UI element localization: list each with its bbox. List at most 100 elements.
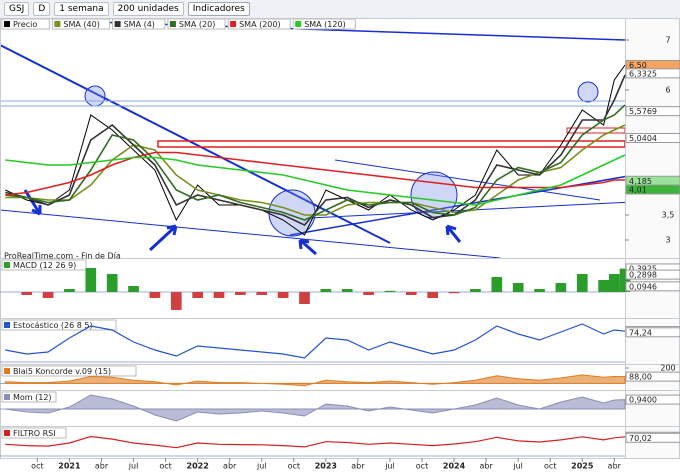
legend-box: [167, 18, 226, 30]
bar: [384, 290, 396, 292]
price-tag-label: 5,0404: [629, 134, 657, 143]
x-tick-label: abr: [223, 462, 237, 471]
price-tag: [625, 269, 680, 280]
panel-title-text: MACD (12 26 9): [13, 261, 76, 270]
panel-title-icon: [4, 322, 10, 328]
y-tick-label: 3,5: [662, 211, 675, 220]
y-tick-label: 3: [665, 236, 670, 245]
panel-title-text: Blai5 Koncorde v.09 (15): [13, 367, 111, 376]
x-tick-label: abr: [608, 462, 622, 471]
panel-frame: [0, 426, 626, 459]
price-axis: [625, 318, 680, 365]
bar: [576, 274, 588, 292]
bar: [106, 274, 118, 292]
trend-line: [334, 159, 601, 201]
legend-swatch: [295, 21, 302, 27]
price-tag-label: 4,185: [629, 177, 652, 186]
y-tick-label: 7: [665, 36, 670, 45]
panel-title: Estocástico (26 8 5): [1, 319, 117, 331]
panel-title-text: Estocástico (26 8 5): [13, 321, 93, 330]
watermark: ProRealTime.com - Fin de Día: [4, 252, 121, 261]
panel-title-icon: [4, 430, 10, 436]
bar: [608, 274, 620, 292]
bar: [299, 292, 310, 304]
arrow: [298, 238, 317, 256]
drawings: [0, 21, 641, 259]
panel-title-box: [1, 319, 117, 331]
legend-box: [51, 18, 111, 30]
price-tag-label: 70,02: [629, 434, 652, 443]
price-tag: [625, 327, 680, 338]
panel-title: MACD (12 26 9): [1, 259, 87, 271]
panel-title-box: [1, 259, 87, 271]
toolbar: GSJ D 1 semana 200 unidades Indicadores: [0, 0, 680, 19]
circle-mark: [577, 81, 599, 103]
series-line: [5, 435, 626, 449]
series-line: [5, 151, 625, 196]
x-tick-label: 2022: [187, 462, 209, 471]
indicators-button[interactable]: Indicadores: [187, 2, 250, 16]
x-tick-label: jul: [384, 462, 395, 471]
mode-button[interactable]: D: [33, 2, 51, 16]
bar: [619, 268, 631, 292]
series-line: [5, 104, 626, 221]
bar: [491, 277, 503, 292]
panel-title-text: FILTRO RSI: [13, 429, 56, 438]
arrow: [445, 224, 462, 243]
legend-label: SMA (4): [124, 20, 155, 29]
series-line: [5, 323, 626, 359]
panel-title-text: Mom (12): [13, 393, 52, 402]
legend-swatch: [230, 21, 237, 27]
price-tag: [625, 394, 680, 405]
zone: [157, 140, 626, 148]
period-select[interactable]: 1 semana: [54, 2, 109, 16]
bar: [341, 289, 353, 292]
legend-box: [1, 18, 50, 30]
price-tag-label: 0,0946: [629, 282, 657, 291]
series-area: [5, 394, 626, 422]
bar: [363, 292, 374, 295]
series-line: [5, 154, 626, 206]
bar: [598, 280, 609, 292]
price-tag: [625, 68, 680, 79]
x-tick-label: 2023: [315, 462, 337, 471]
bar: [213, 292, 225, 298]
price-tag: [625, 106, 680, 117]
x-tick-label: oct: [544, 462, 556, 471]
legend-label: SMA (40): [63, 20, 99, 29]
series-line: [5, 74, 626, 226]
x-tick-label: abr: [351, 462, 365, 471]
bar: [448, 292, 460, 294]
legend-label: SMA (120): [304, 20, 346, 29]
bar: [42, 292, 54, 298]
bar: [256, 292, 268, 295]
panel-title-icon: [4, 262, 10, 268]
price-tag: [625, 184, 680, 195]
legend-label: SMA (20): [179, 20, 215, 29]
bar: [534, 289, 545, 292]
panel-title-box: [1, 365, 137, 377]
bar: [21, 292, 33, 295]
x-tick-label: oct: [159, 462, 171, 471]
x-tick-label: jul: [256, 462, 267, 471]
symbol-select[interactable]: GSJ: [4, 2, 30, 16]
legend-label: Precio: [13, 20, 37, 29]
price-tag-label: 4,01: [629, 186, 647, 195]
chart: oct 2021 abr jul oct 2022 abr jul oct 2023 abr jul o…: [0, 18, 680, 471]
price-tag-label: 88,00: [629, 373, 652, 382]
panel-title-icon: [4, 368, 10, 374]
bar: [235, 292, 246, 295]
y-tick-label: 6: [665, 86, 670, 95]
trend-line: [0, 44, 391, 244]
bar: [555, 283, 567, 292]
panel-title-box: [1, 427, 67, 439]
price-tag-label: 0,9400: [629, 396, 657, 405]
legend-swatch: [4, 21, 10, 27]
legend-box: [292, 18, 356, 30]
units-select[interactable]: 200 unidades: [112, 2, 184, 16]
x-tick-label: jul: [512, 462, 523, 471]
legend-swatch: [169, 21, 176, 27]
bar: [470, 289, 481, 292]
panel-title: FILTRO RSI: [1, 427, 67, 439]
